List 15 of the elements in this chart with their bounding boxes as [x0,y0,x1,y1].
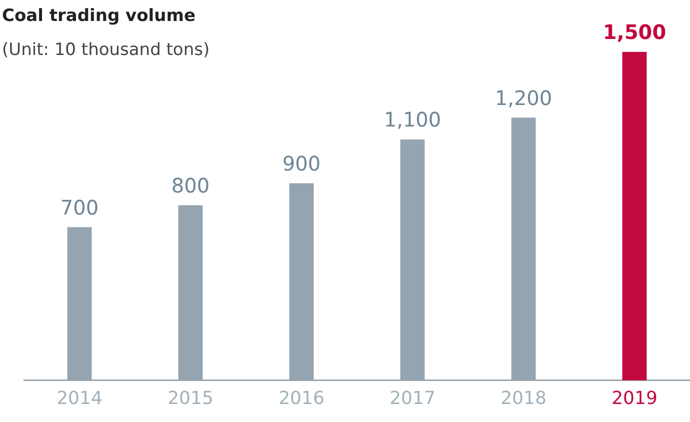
bar [622,52,647,380]
data-label: 1,200 [494,86,552,110]
x-tick-label: 2014 [56,388,102,409]
data-label: 1,500 [602,20,666,44]
x-tick-label: 2019 [612,388,658,409]
x-tick-label: 2015 [168,388,214,409]
x-tick-label: 2017 [390,388,436,409]
x-tick-label: 2016 [278,388,324,409]
x-tick-label: 2018 [500,388,546,409]
data-label: 1,100 [384,108,442,132]
data-label: 800 [171,173,210,198]
data-label: 900 [282,152,321,176]
data-label: 700 [60,195,99,220]
chart-title: Coal trading volume [2,6,196,26]
chart-subtitle: (Unit: 10 thousand tons) [2,40,210,60]
